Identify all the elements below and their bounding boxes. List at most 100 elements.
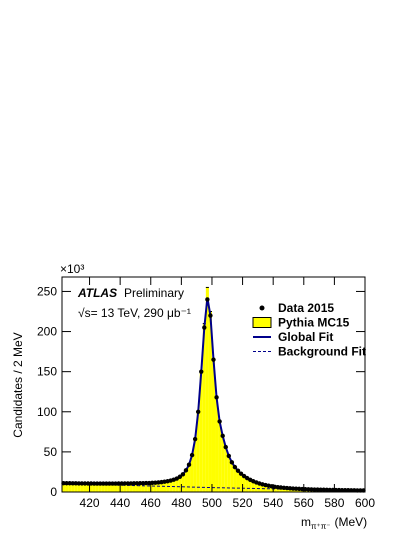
hist-bin [147, 483, 151, 492]
status: Preliminary [124, 286, 184, 300]
x-tick-label: 480 [171, 496, 191, 510]
data-point [235, 468, 241, 473]
y-tick-label: 250 [37, 284, 57, 298]
data-point [143, 480, 149, 486]
hist-bin [196, 411, 200, 492]
hist-bin [169, 480, 173, 492]
data-point [67, 481, 72, 486]
x-label-sub: π⁺π⁻ [311, 522, 330, 531]
hist-bin [126, 483, 130, 492]
data-point [202, 325, 207, 330]
hist-bin [89, 483, 93, 492]
hist-bin [117, 483, 121, 492]
hist-bin [187, 464, 191, 492]
x-tick-label: 440 [110, 496, 130, 510]
data-point [232, 464, 238, 470]
data-point [104, 481, 109, 486]
hist-bin [156, 482, 160, 492]
hist-bin [227, 455, 231, 492]
data-point [220, 433, 225, 439]
hist-bin [77, 483, 81, 492]
data-point [229, 460, 235, 465]
energy-label: √s= 13 TeV, 290 μb⁻¹ [78, 306, 191, 320]
x-tick-label: 600 [355, 496, 375, 510]
x-tick-label: 580 [324, 496, 344, 510]
data-point [339, 487, 345, 493]
hist-bin [80, 483, 84, 492]
data-point [82, 481, 88, 486]
hist-bin [218, 421, 222, 492]
hist-bin [68, 483, 72, 492]
data-point [128, 481, 134, 486]
x-tick-label: 520 [233, 496, 253, 510]
hist-bin [184, 470, 188, 492]
data-point [122, 481, 127, 486]
hist-bin [71, 483, 75, 492]
hist-bin [141, 483, 145, 492]
x-tick-label: 560 [294, 496, 314, 510]
data-point [192, 436, 198, 442]
hist-bin [178, 476, 182, 492]
hist-bin [254, 482, 258, 492]
y-tick-label: 200 [37, 325, 57, 339]
data-point [137, 481, 143, 486]
hist-bin [230, 462, 234, 492]
data-point [352, 488, 357, 493]
data-point [205, 297, 210, 302]
data-point [223, 444, 228, 450]
hist-bin [101, 483, 105, 492]
data-point [107, 481, 112, 486]
hist-bin [270, 486, 274, 492]
hist-bin [193, 439, 197, 492]
hist-bin [224, 447, 228, 492]
y-tick-label: 0 [50, 485, 57, 499]
data-point [64, 481, 69, 486]
data-point [110, 481, 115, 486]
hist-bin [190, 455, 194, 492]
x-tick-label: 500 [202, 496, 222, 510]
x-label-main: m [301, 515, 311, 529]
data-point [358, 488, 363, 493]
y-multiplier: ×10³ [60, 262, 84, 276]
hist-bin [239, 473, 243, 492]
hist-bin [242, 476, 246, 492]
plot-frame [61, 276, 366, 493]
legend-label: Data 2015 [278, 301, 334, 315]
hist-bin [144, 483, 148, 492]
data-point [134, 481, 140, 486]
hist-bin [150, 482, 154, 492]
data-point [226, 453, 232, 459]
data-point [113, 481, 118, 486]
data-point [217, 419, 222, 424]
data-point [324, 487, 329, 493]
data-point [73, 481, 78, 486]
hist-bin [221, 435, 225, 492]
hist-bin [163, 481, 167, 492]
data-point [208, 313, 213, 318]
data-point [101, 481, 106, 486]
data-point [211, 357, 216, 362]
data-point [91, 481, 97, 486]
data-point [189, 452, 195, 458]
legend-label: Background Fit [278, 345, 366, 359]
data-point [336, 487, 342, 493]
hist-bin [95, 483, 99, 492]
data-point [79, 481, 85, 486]
legend-marker [252, 317, 272, 328]
hist-bin [236, 470, 240, 492]
x-label-unit: (MeV) [334, 515, 367, 529]
legend-label: Pythia MC15 [278, 316, 350, 330]
y-label: Candidates / 2 MeV [11, 332, 25, 437]
hist-bin [104, 483, 108, 492]
x-tick-label: 540 [263, 496, 283, 510]
data-point [355, 488, 360, 493]
legend-label: Global Fit [278, 330, 333, 344]
data-point [238, 471, 244, 476]
data-point [125, 481, 131, 486]
hist-bin [279, 487, 283, 492]
y-tick-label: 100 [37, 405, 57, 419]
hist-bin [215, 397, 219, 492]
hist-bin [120, 483, 124, 492]
data-point [131, 481, 137, 486]
